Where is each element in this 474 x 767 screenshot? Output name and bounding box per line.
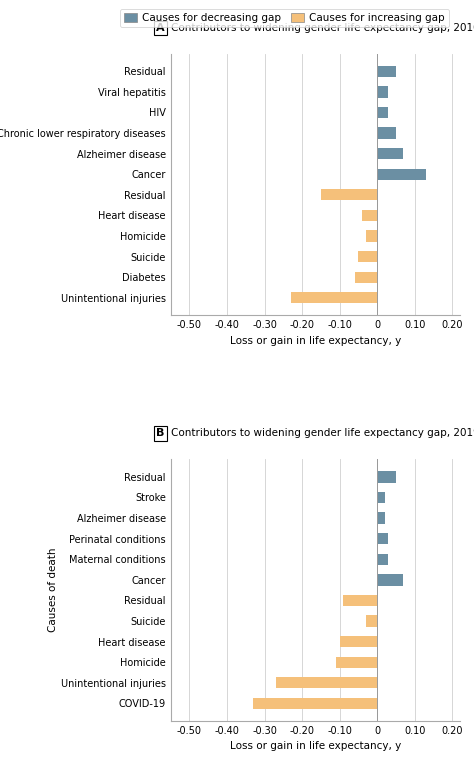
Text: Contributors to widening gender life expectancy gap, 2019-2021: Contributors to widening gender life exp…: [171, 428, 474, 439]
Bar: [366, 230, 377, 242]
Bar: [362, 209, 377, 221]
Bar: [339, 636, 377, 647]
Bar: [377, 148, 403, 160]
Bar: [291, 292, 377, 304]
Bar: [358, 251, 377, 262]
Text: A: A: [156, 23, 165, 33]
Bar: [377, 554, 388, 565]
Bar: [343, 594, 377, 606]
Bar: [321, 189, 377, 200]
Bar: [377, 471, 396, 482]
Bar: [366, 615, 377, 627]
Bar: [377, 66, 396, 77]
Text: B: B: [156, 428, 165, 439]
Y-axis label: Causes of death: Causes of death: [48, 548, 58, 632]
Bar: [377, 127, 396, 139]
Legend: Causes for decreasing gap, Causes for increasing gap: Causes for decreasing gap, Causes for in…: [120, 9, 449, 28]
Bar: [377, 107, 388, 118]
Bar: [377, 86, 388, 97]
Bar: [377, 492, 385, 503]
Bar: [377, 169, 426, 180]
Bar: [377, 533, 388, 545]
Bar: [253, 698, 377, 709]
Text: Contributors to widening gender life expectancy gap, 2010-2019: Contributors to widening gender life exp…: [171, 23, 474, 33]
Bar: [377, 512, 385, 524]
X-axis label: Loss or gain in life expectancy, y: Loss or gain in life expectancy, y: [229, 336, 401, 346]
Bar: [276, 677, 377, 689]
Bar: [377, 574, 403, 585]
Bar: [336, 657, 377, 668]
Bar: [355, 272, 377, 283]
X-axis label: Loss or gain in life expectancy, y: Loss or gain in life expectancy, y: [229, 742, 401, 752]
